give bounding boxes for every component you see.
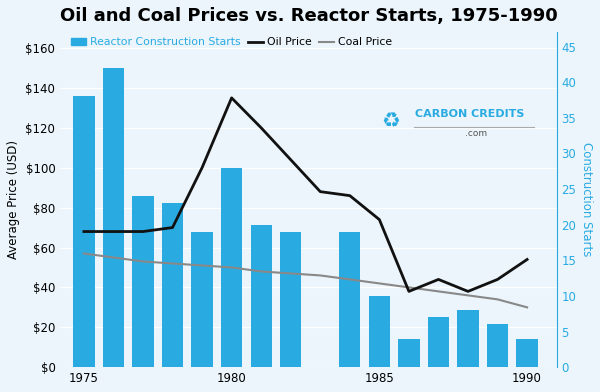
Y-axis label: Average Price (USD): Average Price (USD) xyxy=(7,140,20,259)
Bar xyxy=(103,68,124,367)
Bar xyxy=(339,232,361,367)
Bar xyxy=(191,232,213,367)
Bar xyxy=(428,317,449,367)
Text: .com: .com xyxy=(465,129,487,138)
Text: CARBON CREDITS: CARBON CREDITS xyxy=(415,109,524,119)
Text: ♻: ♻ xyxy=(381,111,400,131)
Title: Oil and Coal Prices vs. Reactor Starts, 1975-1990: Oil and Coal Prices vs. Reactor Starts, … xyxy=(59,7,557,25)
Bar xyxy=(369,296,390,367)
Bar xyxy=(487,325,508,367)
Bar xyxy=(251,225,272,367)
Bar xyxy=(280,232,301,367)
Y-axis label: Construction Starts: Construction Starts xyxy=(580,142,593,257)
Bar xyxy=(133,196,154,367)
Bar xyxy=(162,203,183,367)
Legend: Reactor Construction Starts, Oil Price, Coal Price: Reactor Construction Starts, Oil Price, … xyxy=(71,38,392,47)
Bar xyxy=(398,339,419,367)
Bar xyxy=(73,96,95,367)
Bar xyxy=(457,310,479,367)
Bar xyxy=(221,168,242,367)
Bar xyxy=(517,339,538,367)
